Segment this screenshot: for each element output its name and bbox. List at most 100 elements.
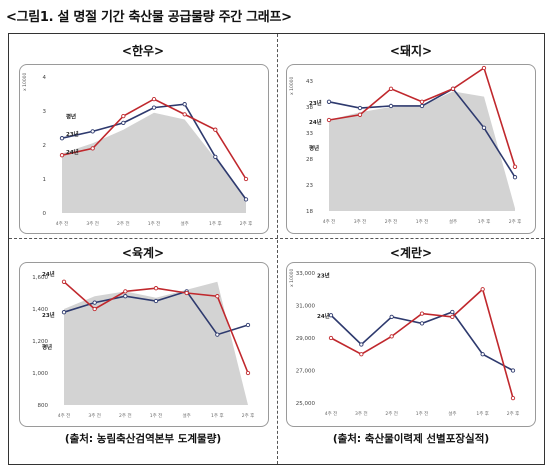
data-point-24년	[92, 306, 97, 312]
data-point-23년	[243, 197, 249, 202]
x-tick-label: 3주 전	[355, 410, 368, 417]
data-point-23년	[510, 368, 516, 373]
chart-hanwoo: x 10000 0 1 2 3 4 4주 전 3주 전 2주 전 1주 전 설주 1주 후 2주 후 23…	[19, 64, 269, 234]
y-tick-label: 1,000	[32, 371, 48, 377]
data-point-24년	[450, 86, 456, 91]
series-label-24년: 24년	[317, 312, 330, 320]
data-point-24년	[151, 96, 157, 102]
series-label-23년: 23년	[66, 130, 79, 138]
unit-label: x 10000	[289, 268, 295, 287]
data-point-24년	[184, 290, 189, 296]
y-tick-label: 1,400	[32, 307, 48, 313]
data-point-24년	[153, 286, 159, 291]
x-tick-label: 3주 전	[354, 218, 367, 225]
x-tick-label: 1주 전	[148, 220, 161, 227]
y-tick-label: 800	[38, 403, 49, 409]
source-right: (출처: 축산물이력제 선별포장실적)	[332, 433, 490, 445]
x-tick-label: 2주 후	[509, 219, 522, 225]
figure-frame: <한우> <돼지> <육계> <계란> x 10000 0 1 2 3 4 4주 전 3주 전…	[8, 33, 545, 465]
area-series-평년	[329, 91, 515, 211]
y-tick-label: 3	[43, 109, 47, 115]
data-point-23년	[389, 314, 394, 320]
data-point-23년	[121, 120, 126, 126]
y-tick-label: 28	[306, 157, 313, 163]
data-point-23년	[388, 103, 394, 109]
data-point-24년	[388, 86, 394, 91]
x-tick-label: 4주 전	[325, 410, 338, 417]
data-point-23년	[481, 125, 487, 130]
data-point-23년	[512, 175, 518, 180]
data-point-24년	[245, 370, 251, 376]
data-point-23년	[419, 321, 425, 326]
data-point-24년	[182, 112, 187, 117]
unit-label: x 10000	[22, 72, 28, 91]
series-label-24년: 24년	[42, 270, 55, 278]
x-tick-label: 4주 전	[58, 412, 71, 419]
data-point-24년	[215, 294, 220, 299]
x-tick-label: 설주	[449, 218, 457, 225]
y-tick-label: 27,000	[296, 369, 316, 375]
x-tick-label: 1주 전	[150, 412, 163, 419]
x-tick-label: 2주 전	[385, 410, 398, 417]
x-tick-label: 2주 후	[240, 221, 253, 227]
y-tick-label: 38	[306, 105, 313, 111]
chart-egg-svg: x 10000 25,000 27,000 29,000 31,000 33,000 4주 …	[289, 268, 519, 417]
x-tick-label: 4주 전	[323, 218, 336, 225]
y-tick-label: 25,000	[296, 401, 316, 407]
chart-pig: x 10000 18 23 28 33 38 43 4주 전 3주 전 2주 전 1주 전 설주 1주 …	[286, 64, 536, 234]
data-point-24년	[481, 65, 487, 71]
data-point-23년	[123, 294, 128, 299]
data-point-24년	[61, 279, 67, 284]
data-point-23년	[92, 300, 97, 305]
x-tick-label: 2주 전	[385, 218, 398, 225]
x-tick-label: 3주 전	[88, 412, 101, 419]
data-point-23년	[215, 332, 220, 337]
y-tick-label: 18	[306, 209, 313, 215]
data-point-23년	[90, 129, 95, 134]
x-tick-label: 2주 후	[242, 413, 255, 419]
data-point-24년	[480, 287, 485, 292]
y-tick-label: 33	[306, 131, 313, 137]
y-tick-label: 4	[43, 75, 47, 81]
data-point-24년	[326, 117, 332, 123]
x-tick-label: 설주	[183, 412, 191, 419]
data-point-24년	[243, 176, 249, 182]
series-label-24년: 24년	[66, 148, 79, 156]
source-left: (출처: 농림축산검역본부 도계물량)	[64, 433, 222, 445]
data-point-24년	[510, 395, 516, 401]
x-tick-label: 설주	[181, 220, 189, 227]
figure-title: <그림1. 설 명절 기간 축산물 공급물량 주간 그래프>	[6, 10, 292, 25]
data-point-24년	[419, 311, 425, 316]
y-tick-label: 0	[43, 211, 47, 217]
data-point-24년	[359, 352, 364, 357]
series-label-평년: 평년	[42, 343, 52, 351]
line-series-23년	[330, 311, 514, 372]
y-tick-label: 23	[306, 183, 313, 189]
data-point-23년	[419, 103, 425, 109]
y-tick-label: 29,000	[296, 336, 316, 342]
series-label-평년: 평년	[66, 113, 76, 121]
data-point-24년	[419, 99, 425, 104]
vertical-divider	[277, 34, 278, 464]
data-point-23년	[59, 136, 65, 141]
series-label-23년: 23년	[42, 311, 55, 319]
y-tick-label: 1,600	[32, 275, 48, 281]
series-label-평년: 평년	[309, 144, 319, 152]
y-tick-label: 1,200	[32, 339, 48, 345]
x-tick-label: 1주 전	[416, 410, 429, 417]
data-point-23년	[357, 105, 363, 111]
data-point-23년	[326, 99, 332, 104]
data-point-23년	[245, 322, 251, 328]
x-tick-label: 2주 전	[117, 220, 130, 227]
series-label-24년: 24년	[309, 118, 322, 126]
data-point-23년	[480, 352, 485, 357]
x-tick-label: 1주 후	[478, 219, 491, 225]
data-point-23년	[151, 105, 157, 110]
data-point-23년	[328, 313, 334, 318]
data-point-24년	[59, 153, 65, 158]
y-tick-label: 33,000	[296, 271, 316, 277]
data-point-23년	[213, 154, 218, 160]
horizontal-divider	[9, 238, 544, 239]
y-tick-label: 43	[306, 79, 313, 85]
x-tick-label: 4주 전	[56, 220, 69, 227]
